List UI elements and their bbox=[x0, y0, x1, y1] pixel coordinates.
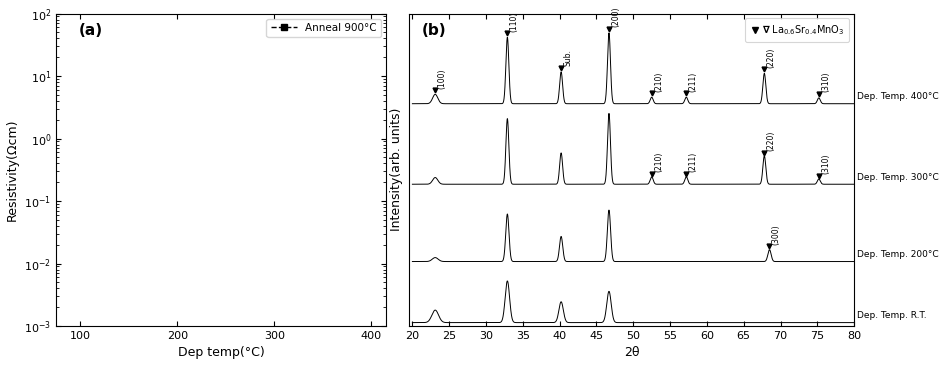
Text: (a): (a) bbox=[79, 23, 103, 38]
Text: (200): (200) bbox=[611, 7, 620, 27]
Text: (310): (310) bbox=[821, 72, 830, 92]
Text: (210): (210) bbox=[654, 71, 663, 92]
Text: Sub.: Sub. bbox=[564, 50, 572, 66]
Text: (100): (100) bbox=[437, 68, 447, 89]
Text: Dep. Temp. 300°C: Dep. Temp. 300°C bbox=[857, 173, 939, 182]
Text: (211): (211) bbox=[688, 152, 698, 172]
Text: (b): (b) bbox=[422, 23, 447, 38]
Text: (220): (220) bbox=[767, 131, 776, 151]
Y-axis label: Resistivity(Ωcm): Resistivity(Ωcm) bbox=[6, 119, 19, 221]
Text: (211): (211) bbox=[688, 72, 698, 92]
Text: Dep. Temp. 400°C: Dep. Temp. 400°C bbox=[857, 92, 938, 101]
X-axis label: 2θ: 2θ bbox=[624, 346, 639, 360]
Legend: Anneal 900°C: Anneal 900°C bbox=[266, 19, 380, 37]
Text: (300): (300) bbox=[771, 224, 781, 245]
Text: (110): (110) bbox=[510, 11, 518, 32]
Y-axis label: Intensity(arb. units): Intensity(arb. units) bbox=[390, 108, 403, 231]
Text: (310): (310) bbox=[821, 154, 830, 174]
Text: (220): (220) bbox=[767, 47, 776, 68]
Text: Dep. Temp. 200°C: Dep. Temp. 200°C bbox=[857, 250, 938, 259]
Text: (210): (210) bbox=[654, 151, 663, 172]
X-axis label: Dep temp(°C): Dep temp(°C) bbox=[177, 346, 264, 360]
Legend: $\mathbf{\nabla}$ $\rm La_{0.6}Sr_{0.4}MnO_3$: $\mathbf{\nabla}$ $\rm La_{0.6}Sr_{0.4}M… bbox=[745, 19, 850, 42]
Text: Dep. Temp. R.T.: Dep. Temp. R.T. bbox=[857, 311, 927, 320]
